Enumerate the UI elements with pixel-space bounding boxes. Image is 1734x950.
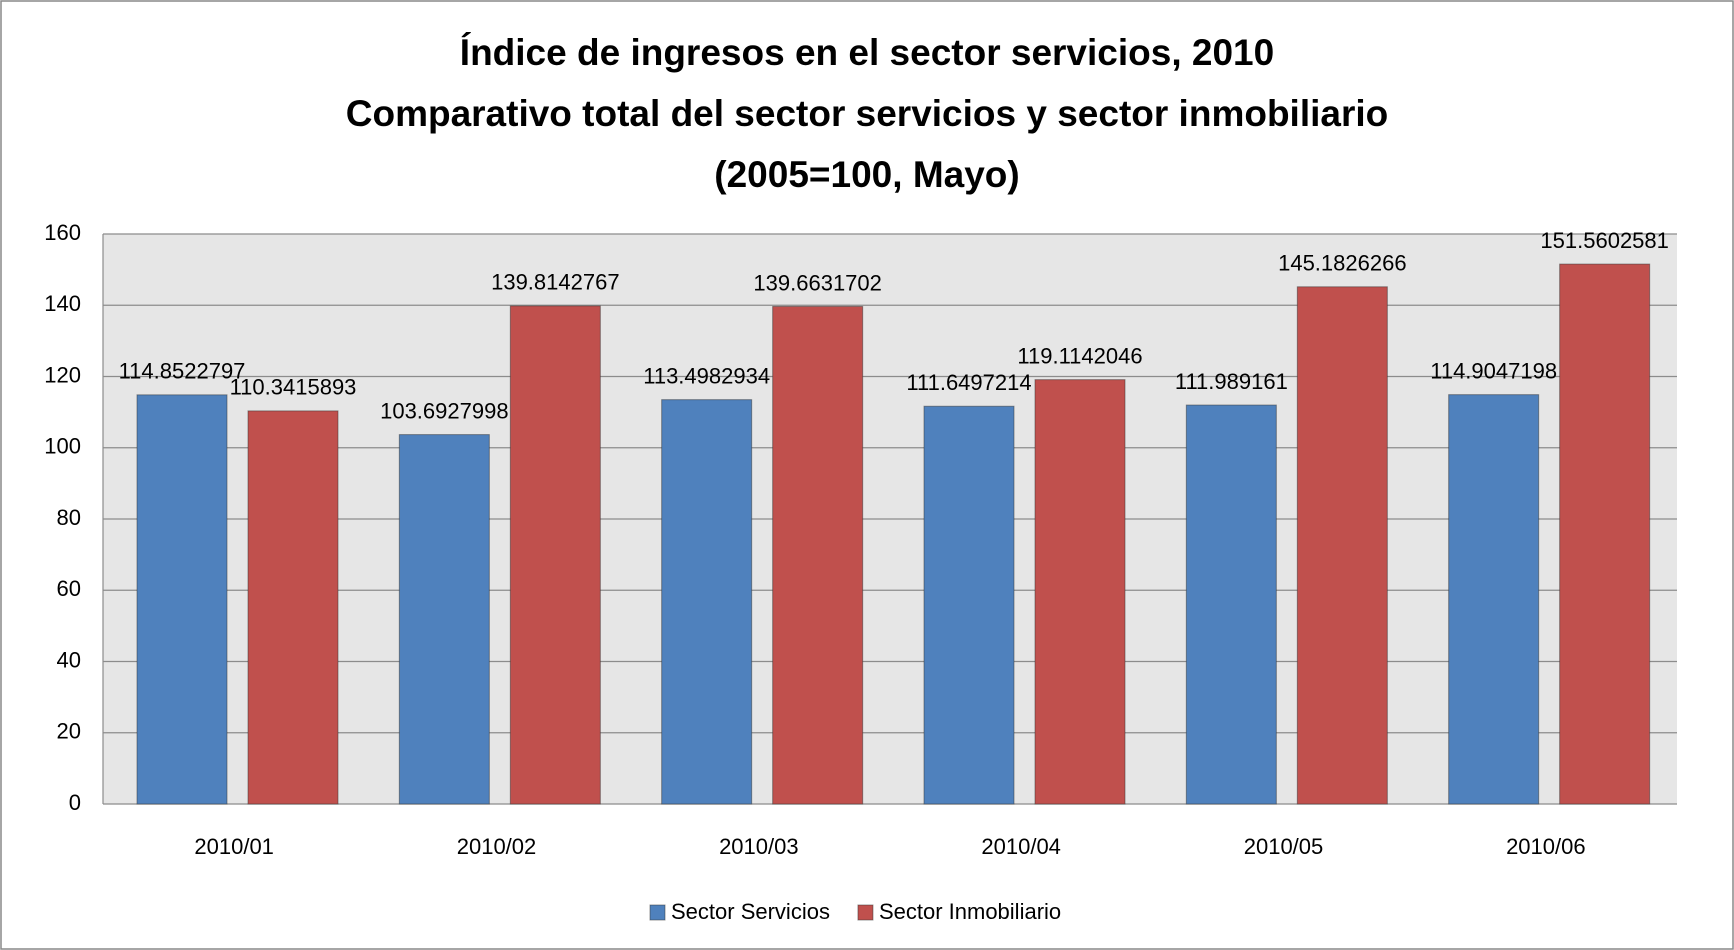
x-tick-label: 2010/03: [719, 834, 799, 859]
x-tick-label: 2010/04: [981, 834, 1061, 859]
y-tick-label: 40: [57, 647, 81, 672]
y-tick-label: 60: [57, 576, 81, 601]
legend-label: Sector Servicios: [671, 899, 830, 924]
y-tick-label: 80: [57, 505, 81, 530]
bar: [772, 305, 864, 805]
bar: [661, 399, 753, 805]
data-label: 114.8522797: [119, 359, 246, 384]
bar: [1185, 404, 1277, 805]
data-label: 103.6927998: [380, 398, 508, 423]
legend-swatch: [857, 904, 874, 921]
legend-label: Sector Inmobiliario: [879, 899, 1061, 924]
y-tick-label: 20: [57, 719, 81, 744]
y-tick-label: 0: [69, 790, 81, 815]
chart-title: (2005=100, Mayo): [714, 154, 1019, 195]
bar: [136, 394, 228, 805]
y-tick-label: 100: [44, 434, 81, 459]
data-label: 151.5602581: [1540, 228, 1668, 253]
chart-title: Comparativo total del sector servicios y…: [346, 93, 1389, 134]
data-label: 139.6631702: [753, 270, 881, 295]
bar: [1559, 263, 1651, 805]
data-label: 114.9047198: [1430, 358, 1557, 383]
bar: [509, 305, 601, 805]
bar: [1448, 394, 1540, 805]
data-label: 111.989161: [1175, 369, 1288, 394]
data-label: 111.6497214: [906, 370, 1031, 395]
y-tick-label: 160: [44, 220, 81, 245]
bar: [1034, 379, 1126, 805]
chart-title: Índice de ingresos en el sector servicio…: [460, 32, 1274, 73]
bar: [923, 405, 1015, 805]
y-tick-label: 120: [44, 362, 81, 387]
data-label: 110.3415893: [230, 375, 357, 400]
data-label: 139.8142767: [491, 270, 619, 295]
bar: [1296, 286, 1388, 805]
data-label: 145.1826266: [1278, 251, 1406, 276]
data-label: 119.1142046: [1017, 343, 1142, 368]
x-tick-label: 2010/01: [194, 834, 274, 859]
legend-swatch: [649, 904, 666, 921]
bar: [398, 434, 490, 805]
x-tick-label: 2010/05: [1244, 834, 1324, 859]
y-tick-label: 140: [44, 291, 81, 316]
data-label: 113.4982934: [643, 363, 770, 388]
x-tick-label: 2010/06: [1506, 834, 1586, 859]
x-tick-label: 2010/02: [457, 834, 537, 859]
bar: [247, 410, 339, 805]
